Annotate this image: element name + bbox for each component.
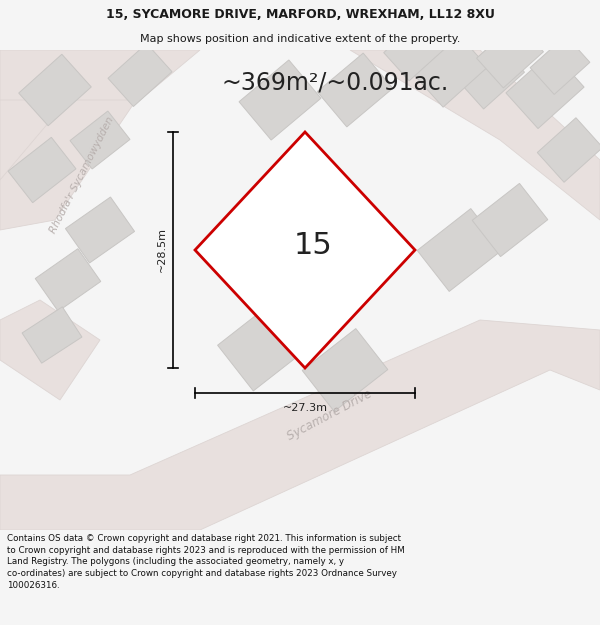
Polygon shape <box>108 44 172 106</box>
Polygon shape <box>476 22 544 88</box>
Polygon shape <box>8 138 76 202</box>
Polygon shape <box>195 132 415 368</box>
Polygon shape <box>506 51 584 129</box>
Polygon shape <box>22 307 82 363</box>
Polygon shape <box>350 50 600 220</box>
Text: Contains OS data © Crown copyright and database right 2021. This information is : Contains OS data © Crown copyright and d… <box>7 534 405 590</box>
Text: ~28.5m: ~28.5m <box>157 228 167 272</box>
Polygon shape <box>530 36 590 94</box>
Text: 15, SYCAMORE DRIVE, MARFORD, WREXHAM, LL12 8XU: 15, SYCAMORE DRIVE, MARFORD, WREXHAM, LL… <box>106 9 494 21</box>
Polygon shape <box>218 299 313 391</box>
Polygon shape <box>537 118 600 182</box>
Polygon shape <box>0 50 110 180</box>
Polygon shape <box>35 249 101 311</box>
Text: Map shows position and indicative extent of the property.: Map shows position and indicative extent… <box>140 34 460 44</box>
Polygon shape <box>0 300 100 400</box>
Polygon shape <box>412 33 488 107</box>
Polygon shape <box>19 54 91 126</box>
Polygon shape <box>70 111 130 169</box>
Polygon shape <box>0 320 600 530</box>
Text: ~369m²/~0.091ac.: ~369m²/~0.091ac. <box>221 70 449 94</box>
Polygon shape <box>317 53 393 127</box>
Text: ~27.3m: ~27.3m <box>283 403 328 413</box>
Polygon shape <box>455 41 524 109</box>
Polygon shape <box>417 209 503 291</box>
Polygon shape <box>472 183 548 257</box>
Polygon shape <box>384 19 446 81</box>
Polygon shape <box>0 50 170 230</box>
Text: 15: 15 <box>293 231 332 259</box>
Text: Rhodfa'r Sycamowydden: Rhodfa'r Sycamowydden <box>48 115 116 235</box>
Text: Sycamore Drive: Sycamore Drive <box>286 387 374 443</box>
Polygon shape <box>239 60 321 140</box>
Polygon shape <box>0 50 200 100</box>
Polygon shape <box>302 329 388 411</box>
Polygon shape <box>65 197 134 263</box>
